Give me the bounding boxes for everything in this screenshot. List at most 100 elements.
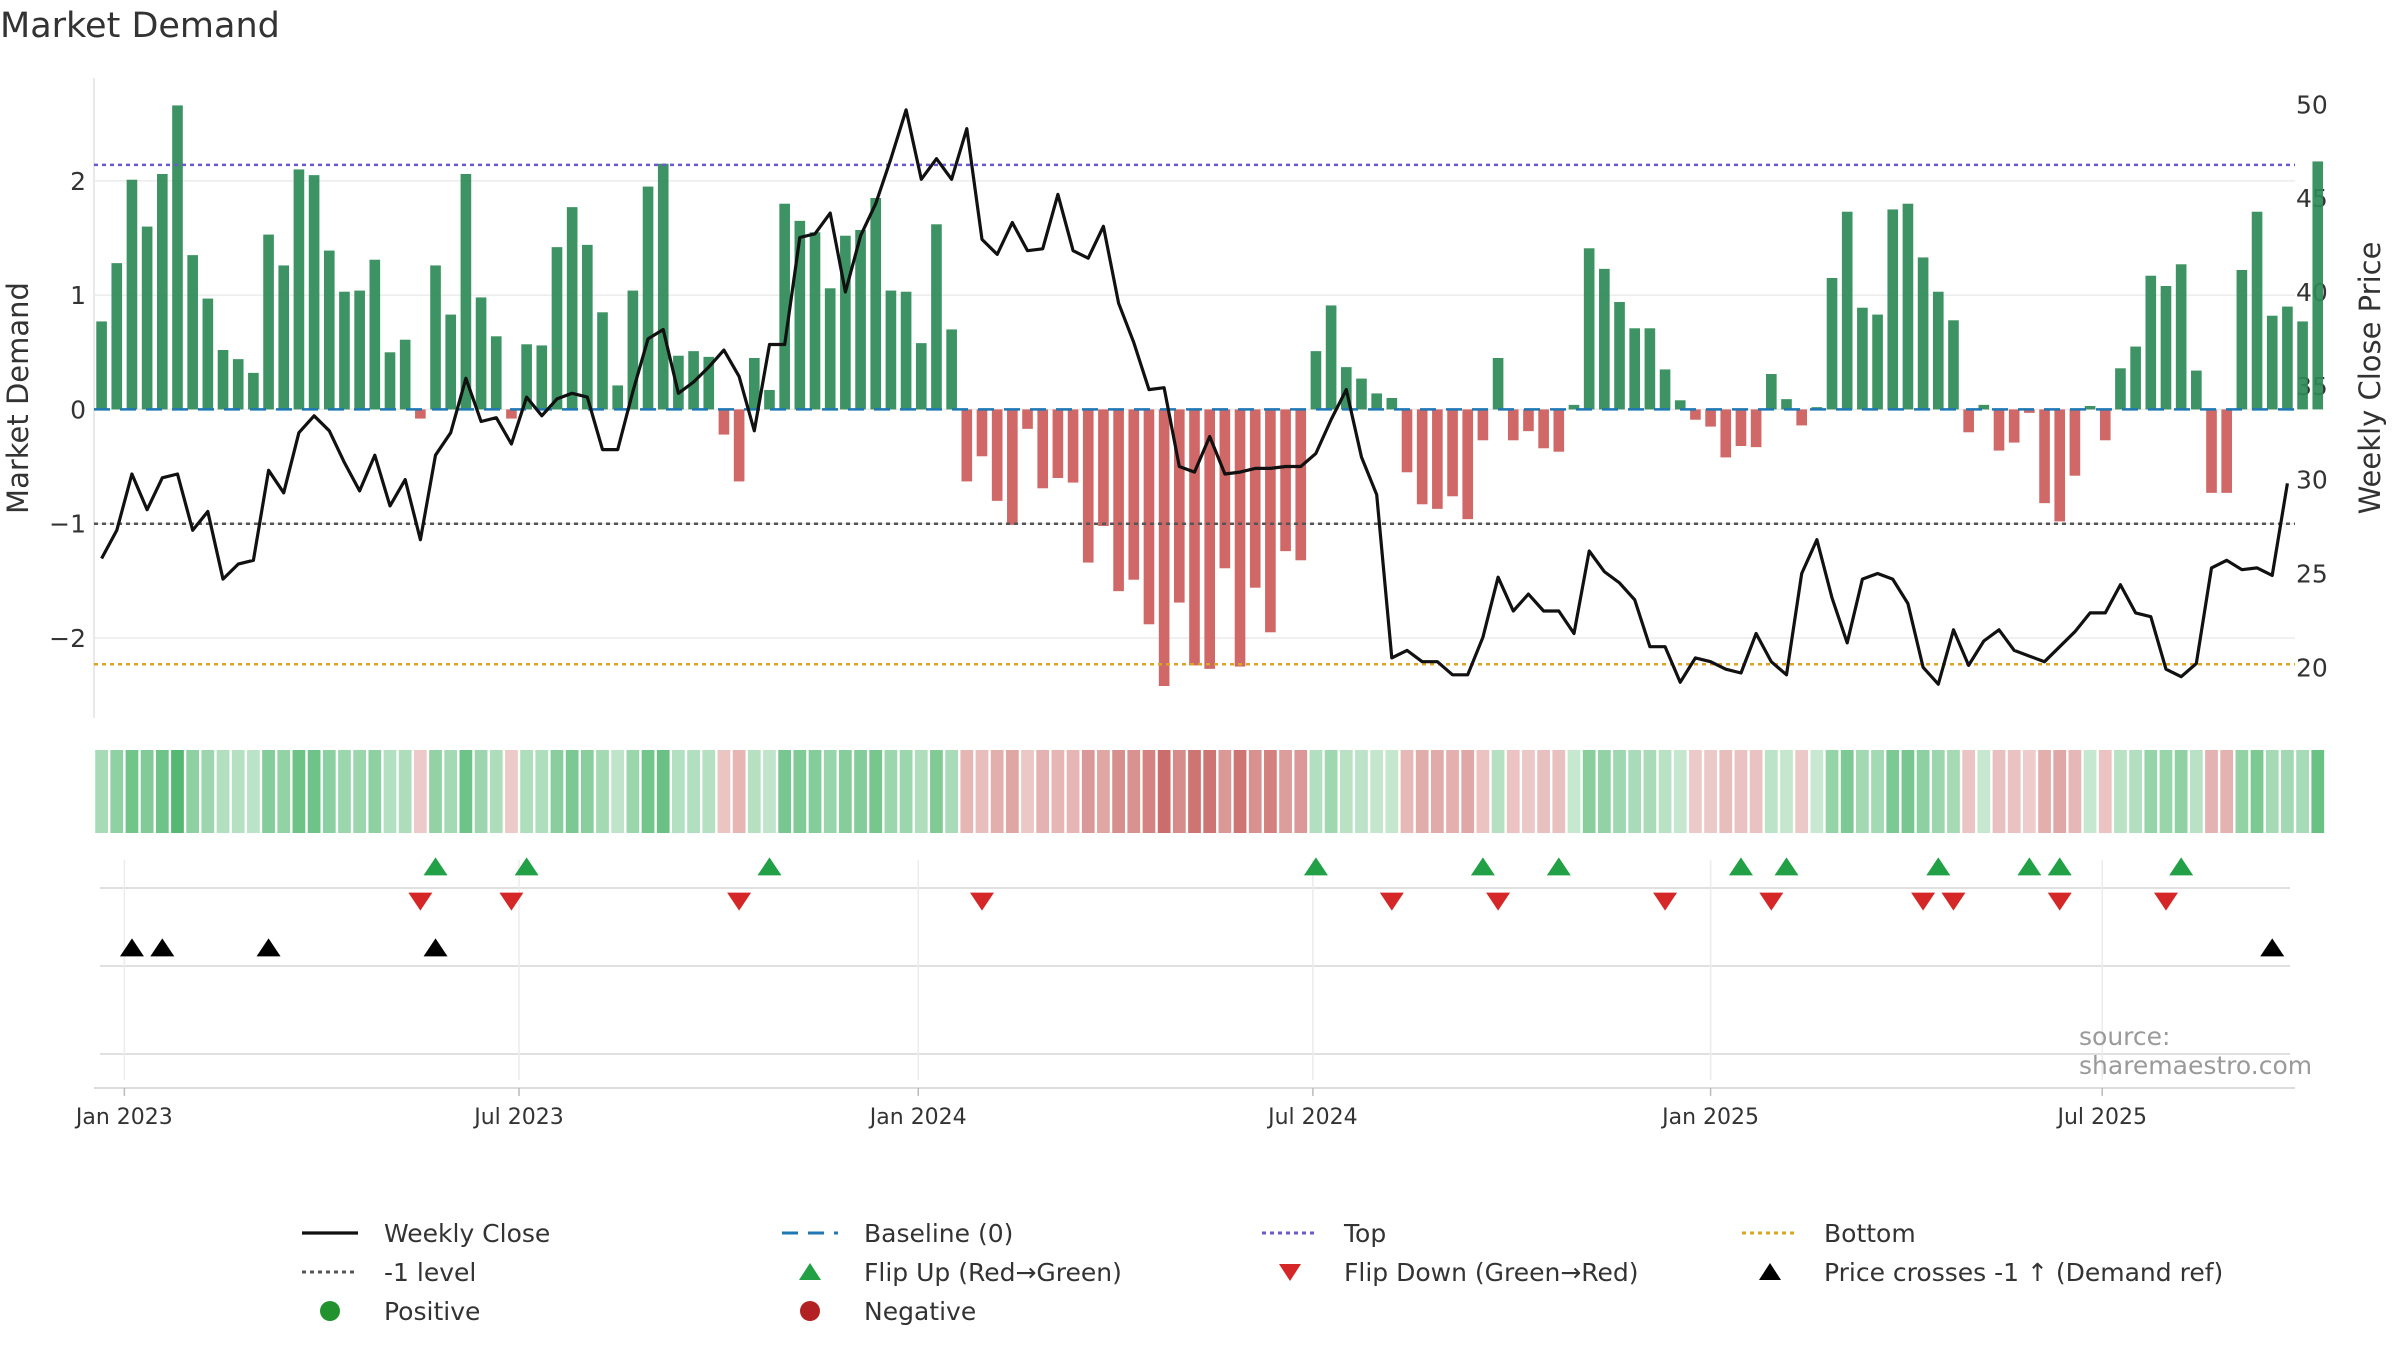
heat-cell [793, 750, 807, 833]
heat-cell [1734, 750, 1748, 833]
heat-cell [808, 750, 822, 833]
legend-item-minus1: -1 level [300, 1254, 476, 1290]
y-axis-title: Market Demand [1, 282, 35, 514]
heat-cell [1719, 750, 1733, 833]
legend-symbol-weekly-close [302, 1231, 358, 1235]
legend-item-price-cross: Price crosses -1 ↑ (Demand ref) [1740, 1254, 2223, 1290]
heat-cell [732, 750, 746, 833]
heat-cell [1582, 750, 1596, 833]
heat-cell [899, 750, 913, 833]
demand-bar [354, 290, 365, 410]
demand-bar [248, 372, 259, 410]
demand-bar [1857, 307, 1868, 410]
demand-bar [536, 345, 548, 410]
flip-down-marker [1911, 892, 1936, 911]
y2-tick-label: 50 [2296, 90, 2328, 119]
demand-bar [1371, 393, 1382, 410]
heat-cell [1628, 750, 1642, 833]
heat-cell [520, 750, 533, 833]
demand-bar [2039, 409, 2050, 504]
y-tick-label: −2 [49, 624, 86, 653]
demand-bar [1735, 409, 1747, 446]
heat-cell [1871, 750, 1884, 833]
heat-cell [945, 750, 959, 833]
heat-cell [580, 750, 594, 833]
heat-cell [1036, 750, 1050, 833]
demand-bar [1310, 351, 1322, 410]
demand-bar [961, 409, 973, 482]
heat-cell [1112, 750, 1125, 833]
demand-bar [1143, 409, 1155, 625]
heat-cell [1749, 750, 1763, 833]
heat-cell [2311, 750, 2325, 833]
legend-symbol-positive [320, 1301, 340, 1321]
heat-cell [1795, 750, 1809, 833]
demand-bar [2130, 346, 2141, 410]
flip-up-marker [514, 857, 539, 876]
demand-bar [1416, 409, 1428, 505]
flip-up-marker [2047, 857, 2072, 876]
heat-cell [1597, 750, 1611, 833]
heat-cell [1051, 750, 1065, 833]
heat-cell [1977, 750, 1991, 833]
heat-cell [1203, 750, 1217, 833]
legend-symbol-negative [800, 1301, 820, 1321]
demand-bar [915, 343, 927, 410]
heat-cell [140, 750, 154, 833]
demand-bar [263, 234, 274, 410]
heat-cell [413, 750, 427, 833]
heat-cell [2053, 750, 2067, 833]
demand-bar [991, 409, 1003, 501]
legend-symbol-price-cross [1759, 1263, 1781, 1280]
heat-cell [2235, 750, 2249, 833]
x-tick-label: Jan 2023 [74, 1105, 173, 1130]
heat-cell [1446, 750, 1459, 833]
demand-bar [1583, 248, 1595, 410]
demand-bar [2312, 161, 2324, 410]
heat-cell [747, 750, 761, 833]
heat-cell [990, 750, 1004, 833]
price-cross-marker [256, 938, 281, 957]
heat-cell [95, 750, 108, 833]
heat-cell [1339, 750, 1353, 833]
heat-cell [1689, 750, 1702, 833]
y2-tick-label: 20 [2296, 653, 2328, 682]
flip-down-marker [2153, 892, 2178, 911]
heat-cell [459, 750, 473, 833]
heat-cell [1992, 750, 2006, 833]
heat-cell [1947, 750, 1960, 833]
heat-cell [322, 750, 336, 833]
heat-cell [383, 750, 397, 833]
demand-bar [2099, 409, 2111, 441]
heat-cell [110, 750, 124, 833]
demand-bar [96, 321, 107, 410]
heat-cell [1537, 750, 1550, 833]
heat-cell [702, 750, 716, 833]
demand-bar [217, 350, 229, 410]
heat-cell [1613, 750, 1626, 833]
demand-bar [126, 179, 138, 410]
heat-cell [2265, 750, 2279, 833]
heat-cell [1127, 750, 1141, 833]
demand-bar [2024, 409, 2035, 413]
legend-symbol-baseline [782, 1231, 838, 1235]
heat-cell [611, 750, 625, 833]
heat-cell [854, 750, 867, 833]
heat-cell [231, 750, 245, 833]
flip-down-marker [2047, 892, 2072, 911]
demand-bar [1052, 409, 1064, 478]
demand-bar [278, 265, 290, 410]
heat-cell [1825, 750, 1839, 833]
demand-bar [430, 265, 441, 410]
heat-cell [1415, 750, 1429, 833]
flip-down-marker [1379, 892, 1404, 911]
heat-cell [1400, 750, 1414, 833]
price-cross-marker [119, 938, 144, 957]
demand-bar [779, 203, 790, 410]
heat-cell [2281, 750, 2294, 833]
heat-cell [550, 750, 564, 833]
heat-cell [1248, 750, 1262, 833]
demand-bar [809, 232, 821, 410]
demand-bar [2084, 406, 2096, 410]
heat-cell [398, 750, 412, 833]
